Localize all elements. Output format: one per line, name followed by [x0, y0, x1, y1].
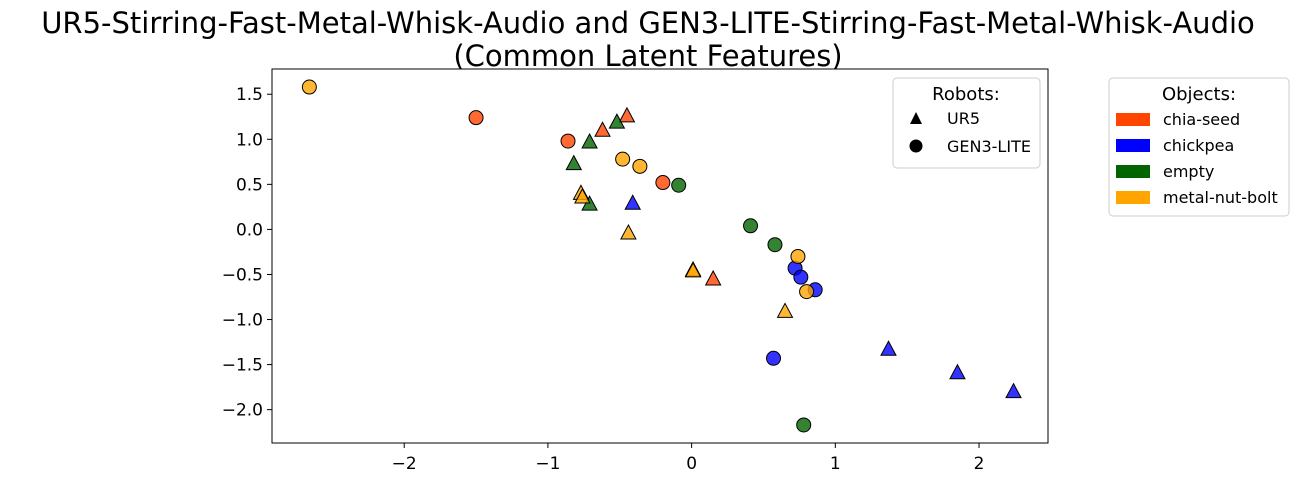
- scatter-point-circle: [743, 218, 759, 234]
- chart-subtitle: (Common Latent Features): [453, 39, 842, 73]
- legend-ur5-label: UR5: [947, 109, 980, 128]
- scatter-point-circle: [766, 350, 782, 366]
- scatter-point-triangle: [624, 194, 642, 210]
- x-tick-label: 0: [686, 454, 697, 474]
- scatter-point-circle: [790, 248, 806, 264]
- scatter-point-circle: [632, 158, 648, 174]
- legend-chia-seed-label: chia-seed: [1163, 110, 1240, 129]
- scatter-point-triangle: [1005, 382, 1022, 399]
- legend-chickpea-swatch: [1116, 139, 1150, 152]
- scatter-point-circle: [468, 110, 484, 126]
- legend-ur5-marker: [910, 112, 922, 124]
- scatter-point-circle: [655, 175, 671, 191]
- scatter-point-triangle: [949, 363, 966, 380]
- legend-metal-nut-bolt-label: metal-nut-bolt: [1163, 188, 1278, 207]
- scatter-point-triangle: [620, 223, 637, 240]
- scatter-point-triangle: [574, 187, 591, 204]
- chart-title: UR5-Stirring-Fast-Metal-Whisk-Audio and …: [41, 6, 1255, 40]
- plot-frame: [271, 68, 1049, 444]
- scatter-point-circle: [767, 237, 783, 253]
- y-tick-label: 1.0: [236, 130, 263, 150]
- legend-chia-seed-swatch: [1116, 113, 1150, 126]
- x-tick-label: −1: [535, 454, 560, 474]
- legend-chickpea-label: chickpea: [1163, 136, 1234, 155]
- scatter-point-circle: [793, 269, 809, 285]
- x-tick-label: 2: [974, 454, 985, 474]
- y-tick-label: 0.5: [236, 175, 263, 195]
- scatter-point-circle: [796, 417, 812, 433]
- scatter-point-triangle: [704, 269, 722, 286]
- legend-empty-label: empty: [1163, 162, 1214, 181]
- x-tick-label: −2: [392, 454, 417, 474]
- scatter-point-triangle: [608, 113, 626, 129]
- y-tick-label: −1.0: [222, 311, 263, 331]
- scatter-point-circle: [671, 177, 687, 193]
- legend-gen3-lite-marker: [909, 139, 923, 153]
- y-tick-label: 0.0: [236, 220, 263, 240]
- robots-legend-title: Robots:: [932, 84, 1000, 105]
- scatter-point-triangle: [581, 132, 598, 149]
- scatter-point-triangle: [565, 154, 583, 171]
- robots-legend-box: [892, 77, 1041, 169]
- y-tick-label: −2.0: [222, 401, 263, 421]
- scatter-point-circle: [799, 284, 815, 300]
- x-axis: −2 −1 0 1 2: [392, 443, 985, 474]
- y-tick-label: −1.5: [222, 356, 263, 376]
- legend-metal-nut-bolt-swatch: [1116, 191, 1150, 204]
- legend-gen3-lite-label: GEN3-LITE: [947, 137, 1031, 156]
- objects-legend-title: Objects:: [1162, 84, 1236, 105]
- legend-empty-swatch: [1116, 165, 1150, 178]
- objects-legend: Objects: chia-seed chickpea empty metal-…: [1108, 77, 1290, 217]
- y-tick-label: 1.5: [236, 85, 263, 105]
- scatter-point-triangle: [684, 261, 702, 278]
- y-tick-label: −0.5: [222, 265, 263, 285]
- scatter-point-triangle: [776, 302, 794, 318]
- scatter-point-circle: [301, 79, 317, 95]
- y-axis: 1.5 1.0 0.5 0.0 −0.5 −1.0 −1.5 −2.0: [222, 85, 272, 421]
- scatter-point-circle: [615, 151, 631, 167]
- scatter-point-circle: [560, 133, 576, 149]
- scatter-point-triangle: [618, 106, 636, 123]
- x-tick-label: 1: [830, 454, 841, 474]
- robots-legend: Robots: UR5 GEN3-LITE: [892, 77, 1041, 169]
- scatter-point-triangle: [594, 121, 611, 137]
- objects-legend-box: [1108, 77, 1290, 217]
- scatter-point-triangle: [880, 340, 897, 356]
- points-layer: [301, 79, 1022, 433]
